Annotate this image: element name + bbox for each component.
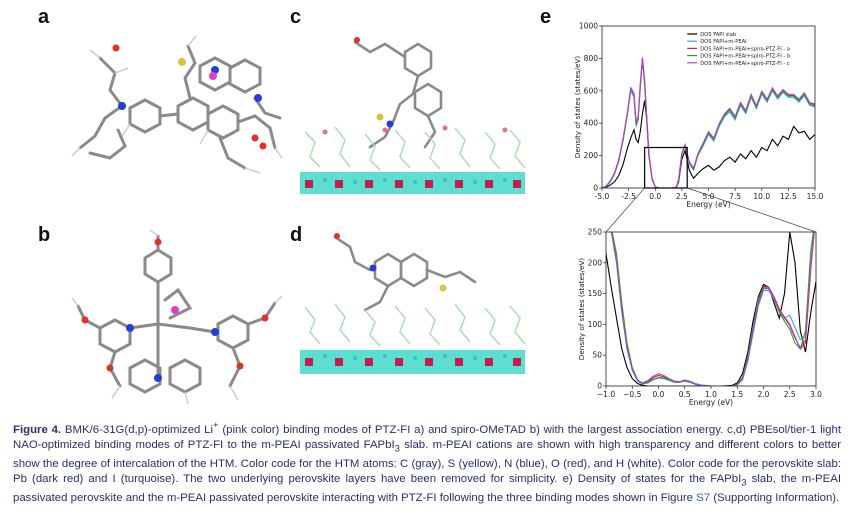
y-tick-label-1-2: 100 — [588, 320, 603, 329]
series-line-1-1 — [610, 232, 815, 386]
dos-charts: -5.0 -2.5 0.0 2.5 5.0 7.5 10.0 12.5 15.0 0 200 400 6… — [573, 22, 824, 408]
series-line-1-3 — [611, 232, 814, 386]
x-tick-label-1-7: 2.5 — [784, 390, 796, 399]
y-tick-label-1-5: 250 — [588, 228, 603, 237]
x-tick-label-1-4: 1.0 — [705, 390, 717, 399]
panel-label-e: e — [540, 6, 552, 28]
x-tick-label-0-0: -5.0 — [595, 192, 610, 201]
legend-entry-1: DOS FAPI+m-PEAI — [700, 39, 747, 45]
x-tick-label-0-8: 15.0 — [807, 192, 824, 201]
y-axis-label-0: Density of states (states/eV) — [573, 56, 582, 159]
slab-d-image — [300, 233, 526, 374]
y-tick-label-0-2: 400 — [584, 119, 599, 128]
figure-caption: Figure 4. BMK/6-31G(d,p)-optimized Li+ (… — [13, 418, 841, 506]
x-tick-label-0-7: 12.5 — [780, 192, 797, 201]
y-tick-label-1-4: 200 — [588, 258, 603, 267]
x-axis-label-1: Energy (eV) — [689, 398, 733, 407]
molecule-b-image — [71, 229, 283, 405]
x-tick-label-1-2: 0.0 — [653, 390, 665, 399]
caption-sub-1: 3 — [394, 443, 400, 455]
y-axis-label-1: Density of states (states/eV) — [577, 258, 586, 361]
x-tick-label-0-4: 5.0 — [703, 192, 715, 201]
y-tick-label-0-1: 200 — [584, 151, 599, 160]
zoom-connector-left — [605, 187, 645, 233]
caption-text-1: BMK/6-31G(d,p)-optimized Li — [61, 423, 214, 436]
x-tick-label-1-0: −1.0 — [597, 390, 615, 399]
zoom-box — [643, 146, 688, 189]
series-line-1-0 — [606, 232, 816, 386]
x-tick-label-1-3: 0.5 — [679, 390, 691, 399]
caption-sup: + — [213, 420, 219, 431]
panel-label-b: b — [38, 224, 51, 246]
legend-entry-2: DOS FAPI+m-PEAI+spiro-PTZ-FI - a — [700, 46, 790, 52]
x-tick-label-1-6: 2.0 — [758, 390, 770, 399]
series-line-0-4 — [602, 57, 815, 188]
molecule-a-image — [71, 35, 283, 174]
x-tick-label-0-3: 2.5 — [676, 192, 688, 201]
x-tick-label-0-5: 7.5 — [729, 192, 741, 201]
y-tick-label-0-4: 800 — [584, 54, 599, 63]
series-line-0-3 — [602, 59, 815, 188]
series-line-0-1 — [602, 59, 815, 188]
y-tick-label-1-0: 0 — [597, 382, 602, 391]
x-tick-label-0-6: 10.0 — [753, 192, 770, 201]
x-tick-label-1-5: 1.5 — [731, 390, 743, 399]
y-tick-label-0-0: 0 — [593, 184, 598, 193]
series-line-0-2 — [602, 58, 815, 188]
series-line-1-4 — [610, 232, 815, 386]
figure-s7-link[interactable]: S7 — [696, 491, 711, 504]
panel-label-d: d — [290, 224, 303, 246]
caption-text-5: (Supporting Information). — [710, 491, 840, 504]
series-line-1-2 — [611, 232, 815, 386]
x-tick-label-1-1: −0.5 — [623, 390, 641, 399]
slab-c-image — [300, 37, 526, 194]
x-axis-label-0: Energy (eV) — [686, 200, 730, 209]
y-tick-label-0-3: 600 — [584, 86, 599, 95]
x-tick-label-0-1: -2.5 — [621, 192, 636, 201]
y-tick-label-1-1: 50 — [592, 351, 602, 360]
legend-entry-3: DOS FAPI+m-PEAI+spiro-PTZ-FI - b — [700, 54, 791, 60]
caption-text-2: (pink color) binding modes of PTZ-FI a) … — [13, 423, 841, 452]
legend-entry-0: DOS FAPI slab — [700, 32, 737, 38]
caption-sub-2: 3 — [741, 477, 747, 489]
x-tick-label-1-8: 3.0 — [810, 390, 822, 399]
legend-entry-4: DOS FAPI+m-PEAI+spiro-PTZ-FI - c — [700, 61, 790, 67]
caption-text-3: slab. m-PEAI cations are shown with high… — [13, 439, 841, 485]
y-tick-label-0-5: 1000 — [579, 22, 598, 31]
y-tick-label-1-3: 150 — [588, 289, 603, 298]
panel-label-a: a — [38, 6, 50, 28]
plot-frame-1 — [605, 231, 817, 387]
x-tick-label-0-2: 0.0 — [649, 192, 661, 201]
panel-label-c: c — [290, 6, 302, 28]
zoom-connector-right — [687, 187, 817, 233]
series-line-0-0 — [602, 100, 815, 188]
caption-text-4: slab, the m-PEAI passivated perovskite a… — [13, 472, 841, 504]
caption-lead: Figure 4. — [13, 423, 62, 436]
